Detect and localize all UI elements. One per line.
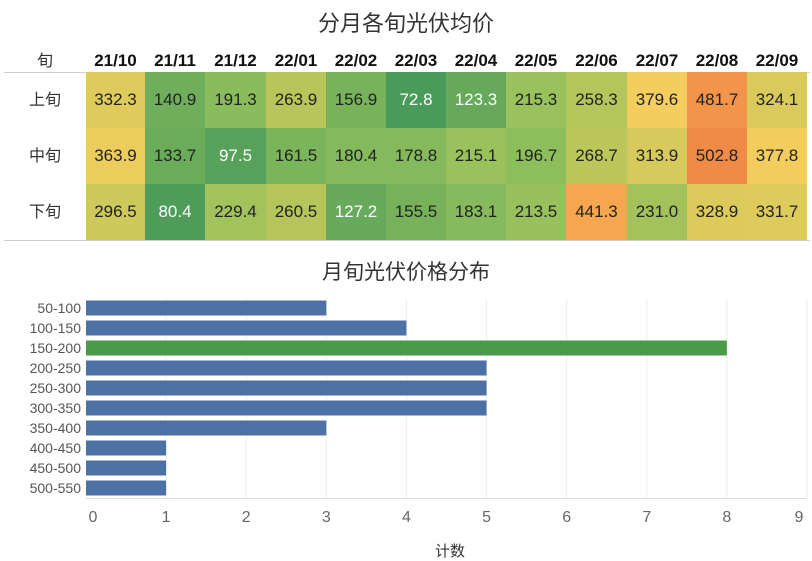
heatmap-cell: 231.0	[627, 184, 687, 240]
bar-500-550	[86, 480, 167, 496]
heatmap-cell: 213.5	[506, 184, 566, 240]
bar-300-350	[86, 400, 487, 416]
heatmap-cell: 502.8	[687, 128, 747, 184]
heatmap-title: 分月各旬光伏均价	[317, 12, 494, 37]
bar-100-150	[86, 320, 407, 336]
heatmap-cell: 155.5	[386, 184, 446, 240]
heatmap-cell: 156.9	[326, 72, 386, 128]
heatmap-cell: 313.9	[627, 128, 687, 184]
heatmap-cell: 363.9	[86, 128, 145, 184]
heatmap-cell: 72.8	[386, 72, 446, 128]
heatmap-column-header: 21/10	[94, 51, 137, 70]
heatmap-cell: 296.5	[86, 184, 145, 240]
heatmap-column-header: 22/06	[575, 51, 618, 70]
heatmap-column-header: 22/09	[755, 51, 799, 70]
category-label: 300-350	[29, 400, 81, 416]
category-label: 350-400	[29, 420, 81, 436]
heatmap-row-label: 上旬	[28, 90, 61, 109]
bar-450-500	[86, 460, 167, 476]
heatmap-row-label: 中旬	[28, 146, 61, 165]
heatmap-cell: 263.9	[266, 72, 326, 128]
heatmap-cell: 377.8	[747, 128, 807, 184]
heatmap-cell: 258.3	[566, 72, 627, 128]
bar-350-400	[86, 420, 327, 436]
heatmap-cell: 328.9	[687, 184, 747, 240]
bar-400-450	[86, 440, 167, 456]
bar-50-100	[86, 300, 327, 316]
x-tick-label: 9	[794, 509, 804, 526]
heatmap-column-header: 22/01	[274, 51, 318, 70]
heatmap-column-header: 21/12	[214, 51, 257, 70]
heatmap-row-label: 下旬	[28, 202, 61, 221]
heatmap-column-header: 22/07	[635, 51, 679, 70]
bar-150-200	[86, 340, 727, 356]
x-axis-label: 计数	[434, 542, 465, 560]
x-tick-label: 7	[642, 509, 652, 526]
heatmap-cell: 123.3	[446, 72, 506, 128]
heatmap-cell: 80.4	[145, 184, 205, 240]
category-label: 100-150	[29, 320, 81, 336]
heatmap-divider	[4, 240, 810, 241]
heatmap-cell: 260.5	[266, 184, 326, 240]
heatmap-cell: 215.3	[506, 72, 566, 128]
category-label: 50-100	[37, 300, 81, 316]
heatmap-cell: 215.1	[446, 128, 506, 184]
category-label: 500-550	[29, 480, 81, 496]
heatmap-cell: 183.1	[446, 184, 506, 240]
x-tick-label: 3	[321, 509, 331, 526]
heatmap-cell: 441.3	[566, 184, 627, 240]
heatmap-cell: 332.3	[86, 72, 145, 128]
heatmap-cell: 127.2	[326, 184, 386, 240]
heatmap-cell: 140.9	[145, 72, 205, 128]
heatmap-cell: 229.4	[205, 184, 266, 240]
x-tick-label: 2	[241, 509, 251, 526]
x-tick-label: 1	[161, 509, 171, 526]
heatmap-cell: 180.4	[326, 128, 386, 184]
category-label: 250-300	[29, 380, 81, 396]
heatmap-corner-label: 旬	[36, 51, 53, 70]
heatmap-column-header: 21/11	[154, 51, 196, 70]
bar-200-250	[86, 360, 487, 376]
heatmap-cell: 379.6	[627, 72, 687, 128]
heatmap-cell: 191.3	[205, 72, 266, 128]
x-tick-label: 6	[562, 509, 572, 526]
x-tick-label: 8	[722, 509, 732, 526]
heatmap-column-header: 22/08	[695, 51, 739, 70]
heatmap-cell: 268.7	[566, 128, 627, 184]
x-tick-label: 0	[88, 509, 98, 526]
heatmap-column-header: 22/03	[394, 51, 438, 70]
category-label: 150-200	[29, 340, 81, 356]
heatmap-cell: 481.7	[687, 72, 747, 128]
bar-250-300	[86, 380, 487, 396]
heatmap-column-header: 22/02	[334, 51, 378, 70]
heatmap-cell: 161.5	[266, 128, 326, 184]
x-tick-label: 5	[482, 509, 491, 526]
bar-chart-title: 月旬光伏价格分布	[322, 260, 490, 284]
heatmap-cell: 178.8	[386, 128, 446, 184]
category-label: 200-250	[29, 360, 81, 376]
heatmap-column-header: 22/04	[454, 51, 498, 70]
heatmap-cell: 97.5	[205, 128, 266, 184]
x-tick-label: 4	[401, 509, 411, 526]
heatmap-cell: 133.7	[145, 128, 205, 184]
heatmap-cell: 196.7	[506, 128, 566, 184]
heatmap-column-header: 22/05	[514, 51, 558, 70]
heatmap-cell: 331.7	[747, 184, 807, 240]
heatmap-cell: 324.1	[747, 72, 807, 128]
category-label: 400-450	[29, 440, 81, 456]
category-label: 450-500	[29, 460, 81, 476]
